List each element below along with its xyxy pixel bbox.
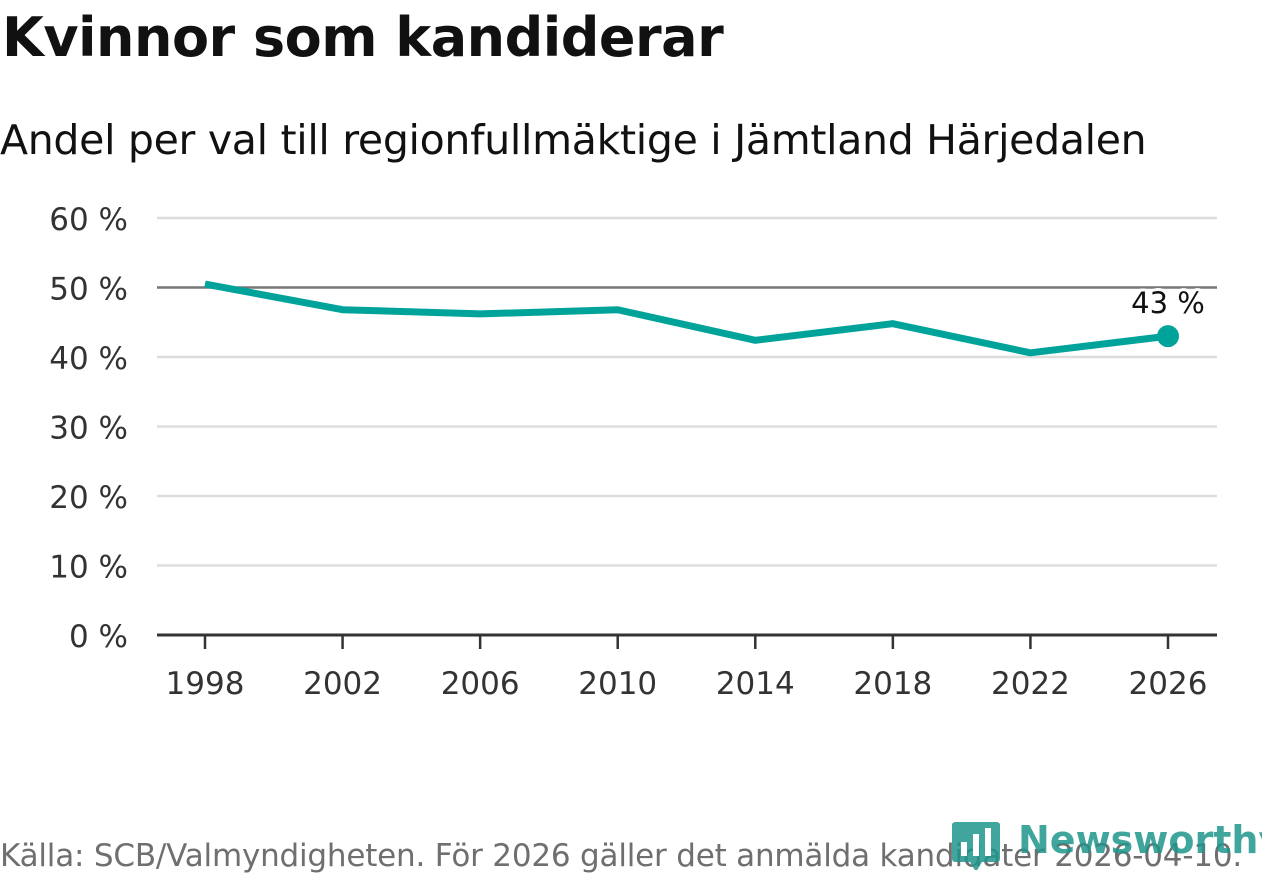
series-line xyxy=(204,280,1169,357)
brand-name: Newsworthy xyxy=(1018,818,1262,862)
bar-chart-icon xyxy=(952,822,1000,870)
data-series xyxy=(204,280,1179,357)
chart-subtitle: Andel per val till regionfullmäktige i J… xyxy=(0,116,1147,164)
y-tick-label: 30 % xyxy=(49,411,128,447)
x-tick-label: 2018 xyxy=(853,666,932,702)
chart-title: Kvinnor som kandiderar xyxy=(2,6,724,69)
x-tick-label: 2026 xyxy=(1129,666,1208,702)
y-tick-label: 0 % xyxy=(69,619,128,655)
x-tick-label: 2022 xyxy=(991,666,1070,702)
x-axis: 1998 2002 2006 2010 2014 2018 2022 2026 xyxy=(157,633,1217,702)
x-tick-label: 2002 xyxy=(303,666,382,702)
y-tick-label: 20 % xyxy=(49,480,128,516)
y-tick-label: 10 % xyxy=(49,550,128,586)
y-tick-label: 40 % xyxy=(49,341,128,377)
y-axis-tick-labels: 0 % 10 % 20 % 30 % 40 % 50 % 60 % xyxy=(49,202,128,655)
y-tick-label: 60 % xyxy=(49,202,128,238)
highlight-data-label: 43 % xyxy=(1131,286,1205,320)
source-note: Källa: SCB/Valmyndigheten. För 2026 gäll… xyxy=(0,838,1243,874)
data-labels: 43 % xyxy=(1128,283,1208,323)
y-tick-label: 50 % xyxy=(49,272,128,308)
x-tick-label: 1998 xyxy=(166,666,245,702)
highlight-point xyxy=(1157,325,1179,348)
x-tick-label: 2006 xyxy=(441,666,520,702)
gridlines xyxy=(157,216,1217,567)
x-tick-label: 2014 xyxy=(716,666,795,702)
x-tick-label: 2010 xyxy=(578,666,657,702)
